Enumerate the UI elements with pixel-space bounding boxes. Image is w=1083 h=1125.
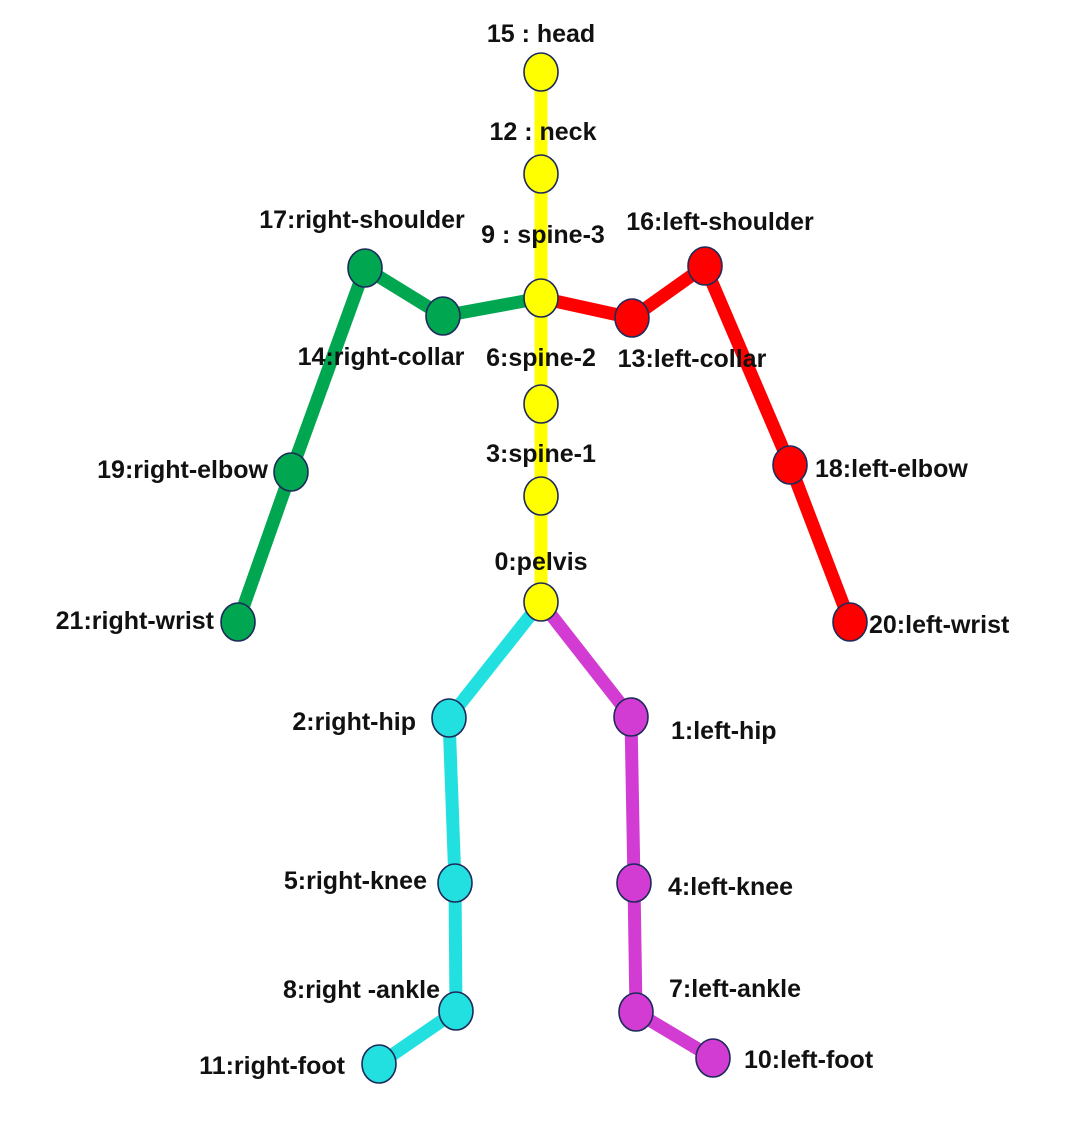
joint-left-wrist [832, 602, 868, 642]
joint-label-pelvis: 0:pelvis [494, 548, 587, 576]
joint-right-ankle [438, 991, 474, 1031]
joint-label-right-foot: 11:right-foot [199, 1052, 345, 1080]
bone-left-hip-to-left-knee [624, 710, 641, 890]
joint-label-right-wrist: 21:right-wrist [56, 607, 215, 635]
joint-label-left-foot: 10:left-foot [744, 1046, 874, 1074]
bone-right-elbow-to-right-wrist [231, 465, 298, 629]
joint-label-right-ankle: 8:right -ankle [283, 976, 440, 1004]
bone-right-knee-to-right-ankle [448, 876, 463, 1018]
joint-label-left-hip: 1:left-hip [671, 717, 777, 745]
bone-right-shoulder-to-right-elbow [284, 261, 372, 479]
joint-right-elbow [273, 452, 309, 492]
joint-left-hip [613, 697, 649, 737]
joint-right-shoulder [347, 248, 383, 288]
joint-label-right-collar: 14:right-collar [298, 343, 465, 371]
bone-pelvis-to-left-hip [534, 595, 638, 724]
joint-right-hip [431, 698, 467, 738]
bone-left-elbow-to-left-wrist [783, 458, 857, 629]
joint-label-head: 15 : head [487, 20, 595, 48]
joint-label-right-shoulder: 17:right-shoulder [259, 206, 465, 234]
joint-spine3 [523, 278, 559, 318]
joint-left-ankle [618, 992, 654, 1032]
joint-right-collar [425, 296, 461, 336]
joint-left-foot [695, 1038, 731, 1078]
bone-left-shoulder-to-left-elbow [698, 259, 797, 472]
joint-label-neck: 12 : neck [489, 118, 596, 146]
joint-label-left-shoulder: 16:left-shoulder [626, 208, 814, 236]
bone-right-hip-to-right-knee [442, 711, 462, 890]
joint-right-foot [361, 1044, 397, 1084]
joint-label-right-hip: 2:right-hip [292, 708, 416, 736]
joint-left-shoulder [687, 246, 723, 286]
joint-label-spine1: 3:spine-1 [486, 440, 596, 468]
joint-label-right-knee: 5:right-knee [284, 867, 427, 895]
joint-label-left-wrist: 20:left-wrist [869, 611, 1010, 639]
joint-left-knee [616, 863, 652, 903]
joints-layer [220, 52, 868, 1084]
joint-right-knee [437, 863, 473, 903]
joint-head [523, 52, 559, 92]
joint-spine2 [523, 384, 559, 424]
joint-label-spine2: 6:spine-2 [486, 344, 596, 372]
joint-label-right-elbow: 19:right-elbow [97, 456, 268, 484]
joint-spine1 [523, 476, 559, 516]
joint-label-left-knee: 4:left-knee [668, 873, 793, 901]
joint-pelvis [523, 582, 559, 622]
labels-layer: 15 : head 12 : neck 9 : spine-3 6:spine-2 3:… [56, 20, 1010, 1080]
bone-pelvis-to-right-hip [442, 595, 548, 725]
joint-neck [523, 154, 559, 194]
joint-label-left-collar: 13:left-collar [618, 345, 767, 373]
joint-label-spine3: 9 : spine-3 [481, 221, 605, 249]
joint-left-elbow [772, 445, 808, 485]
bone-left-knee-to-left-ankle [627, 876, 643, 1019]
joint-right-wrist [220, 602, 256, 642]
joint-label-left-elbow: 18:left-elbow [815, 455, 968, 483]
joint-left-collar [614, 298, 650, 338]
joint-label-left-ankle: 7:left-ankle [669, 975, 801, 1003]
